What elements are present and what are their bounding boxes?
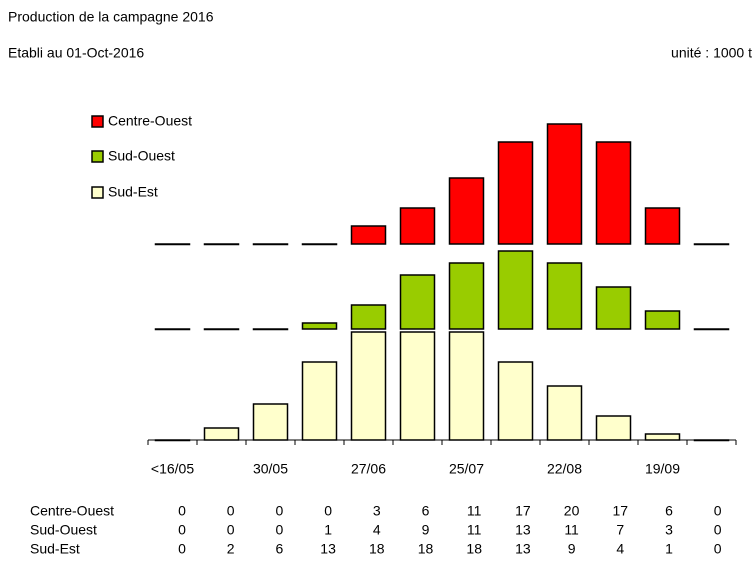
bar xyxy=(203,328,240,331)
bar xyxy=(252,243,289,246)
table-value: 9 xyxy=(568,541,576,557)
legend-label: Sud-Ouest xyxy=(108,148,175,164)
bar xyxy=(154,328,191,331)
bar xyxy=(350,331,387,441)
bar xyxy=(448,177,485,245)
table-value: 9 xyxy=(422,522,430,538)
bar xyxy=(644,433,681,441)
table-value: 0 xyxy=(178,503,186,519)
table-value: 18 xyxy=(466,541,482,557)
table-value: 17 xyxy=(515,503,531,519)
bar xyxy=(595,141,632,245)
table-value: 1 xyxy=(665,541,673,557)
table-value: 3 xyxy=(665,522,673,538)
table-value: 11 xyxy=(467,522,482,538)
bar xyxy=(350,304,387,330)
bar xyxy=(448,331,485,441)
table-value: 17 xyxy=(613,503,629,519)
bar xyxy=(546,123,583,245)
bar xyxy=(693,328,730,331)
table-row-label: Sud-Est xyxy=(30,541,80,557)
table-row-label: Sud-Ouest xyxy=(30,522,97,538)
legend-label: Centre-Ouest xyxy=(108,113,192,129)
x-tick-label: <16/05 xyxy=(151,461,194,477)
bar xyxy=(154,243,191,246)
x-tick-label: 25/07 xyxy=(449,461,484,477)
table-value: 18 xyxy=(369,541,385,557)
bar xyxy=(497,141,534,245)
table-value: 11 xyxy=(467,503,482,519)
table-value: 6 xyxy=(276,541,284,557)
bar xyxy=(644,310,681,330)
bar xyxy=(301,243,338,246)
legend-swatch xyxy=(91,115,104,128)
subtitle: Production de la campagne 2016 xyxy=(8,9,214,25)
table-value: 0 xyxy=(178,541,186,557)
table-value: 0 xyxy=(227,503,235,519)
bar xyxy=(497,361,534,441)
bar xyxy=(252,328,289,331)
table-value: 0 xyxy=(276,503,284,519)
table-value: 4 xyxy=(616,541,624,557)
table-value: 0 xyxy=(324,503,332,519)
table-value: 6 xyxy=(422,503,430,519)
x-tick-label: 27/06 xyxy=(351,461,386,477)
table-value: 6 xyxy=(665,503,673,519)
table-value: 4 xyxy=(373,522,381,538)
legend-swatch xyxy=(91,186,104,199)
x-tick-label: 19/09 xyxy=(645,461,680,477)
date-note: Etabli au 01-Oct-2016 xyxy=(8,45,144,61)
legend-swatch xyxy=(91,150,104,163)
table-value: 18 xyxy=(418,541,434,557)
bar xyxy=(301,322,338,330)
bar xyxy=(497,250,534,330)
table-value: 11 xyxy=(564,522,579,538)
bar xyxy=(399,274,436,330)
bar xyxy=(644,207,681,245)
table-value: 13 xyxy=(515,522,531,538)
bar xyxy=(203,427,240,441)
table-value: 13 xyxy=(320,541,336,557)
bar xyxy=(595,415,632,441)
table-value: 0 xyxy=(714,541,722,557)
table-value: 3 xyxy=(373,503,381,519)
bar xyxy=(350,225,387,245)
x-tick-label: 30/05 xyxy=(253,461,288,477)
table-value: 1 xyxy=(324,522,332,538)
table-value: 0 xyxy=(714,503,722,519)
table-value: 2 xyxy=(227,541,235,557)
unit-note: unité : 1000 t xyxy=(671,45,752,61)
x-tick-label: 22/08 xyxy=(547,461,582,477)
table-value: 13 xyxy=(515,541,531,557)
bar xyxy=(595,286,632,330)
table-row-label: Centre-Ouest xyxy=(30,503,114,519)
table-value: 20 xyxy=(564,503,580,519)
bar xyxy=(546,385,583,441)
bar xyxy=(252,403,289,441)
table-value: 0 xyxy=(227,522,235,538)
legend-label: Sud-Est xyxy=(108,184,158,200)
bar xyxy=(301,361,338,441)
table-value: 0 xyxy=(714,522,722,538)
bar xyxy=(546,262,583,330)
bar xyxy=(399,207,436,245)
table-value: 0 xyxy=(276,522,284,538)
bar xyxy=(693,243,730,246)
bar xyxy=(203,243,240,246)
bar xyxy=(399,331,436,441)
bar xyxy=(448,262,485,330)
table-value: 0 xyxy=(178,522,186,538)
table-value: 7 xyxy=(616,522,624,538)
